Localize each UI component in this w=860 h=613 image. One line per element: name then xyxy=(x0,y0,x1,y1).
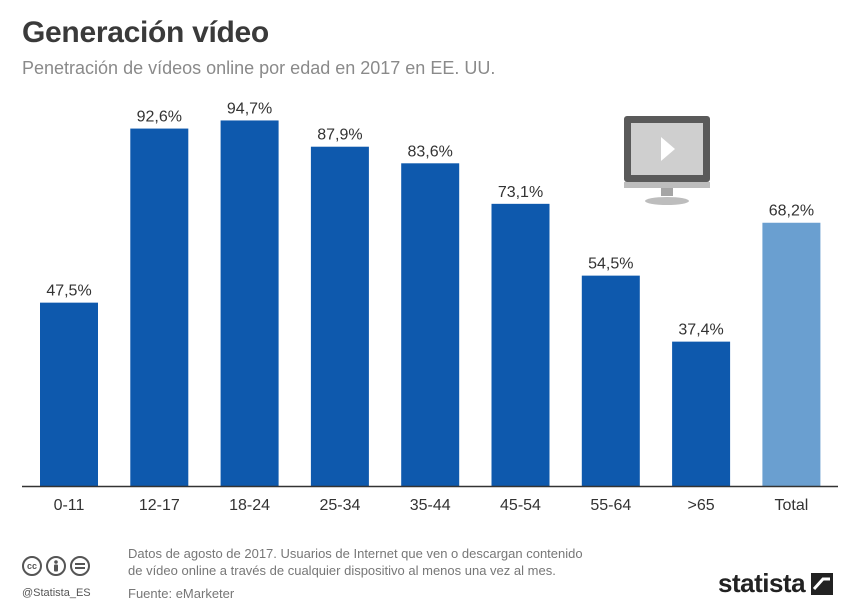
bar-35-44 xyxy=(401,163,460,486)
footnote-line-1: Datos de agosto de 2017. Usuarios de Int… xyxy=(128,546,583,561)
value-label-45-54: 73,1% xyxy=(498,184,543,201)
category-label-12-17: 12-17 xyxy=(139,497,180,514)
category-labels-group: 0-11 12-17 18-24 25-34 35-44 45-54 55-64 >65 Tot… xyxy=(54,497,809,514)
footnote: Datos de agosto de 2017. Usuarios de Int… xyxy=(128,545,668,579)
value-label-0-11: 47,5% xyxy=(46,283,91,300)
chart-subtitle: Penetración de vídeos online por edad en… xyxy=(22,58,496,78)
license-icons[interactable]: cc xyxy=(22,556,90,576)
bar-0-11 xyxy=(40,302,98,486)
value-label-25-34: 87,9% xyxy=(317,127,362,144)
category-label-35-44: 35-44 xyxy=(410,497,451,514)
chart-title: Generación vídeo xyxy=(22,16,269,49)
brand-name: statista xyxy=(718,568,806,598)
bar-18-24 xyxy=(220,120,279,486)
bar-total xyxy=(762,222,821,487)
value-label-35-44: 83,6% xyxy=(408,143,453,160)
value-label-total: 68,2% xyxy=(769,203,814,220)
value-label-65: 37,4% xyxy=(678,322,723,339)
nd-icon xyxy=(70,556,90,576)
footnote-line-2: de vídeo online a través de cualquier di… xyxy=(128,563,556,578)
cc-icon: cc xyxy=(22,556,42,576)
bar-25-34 xyxy=(310,146,369,486)
statista-logo-icon xyxy=(811,572,834,595)
bar-45-54 xyxy=(491,203,550,487)
by-icon xyxy=(46,556,66,576)
bars-group xyxy=(40,120,821,487)
category-label-0-11: 0-11 xyxy=(54,497,85,514)
bar-65 xyxy=(672,341,731,486)
value-labels-group: 47,5% 92,6% 94,7% 87,9% 83,6% 73,1% 54,5% 37,4%… xyxy=(46,100,814,338)
category-label-25-34: 25-34 xyxy=(319,497,360,514)
category-label-55-64: 55-64 xyxy=(590,497,631,514)
bar-12-17 xyxy=(130,128,189,486)
social-handle[interactable]: @Statista_ES xyxy=(22,587,91,599)
bar-chart: 47,5% 92,6% 94,7% 87,9% 83,6% 73,1% 54,5% 37,4%… xyxy=(22,100,838,514)
source-text: Fuente: eMarketer xyxy=(128,586,235,601)
value-label-55-64: 54,5% xyxy=(588,256,633,273)
video-monitor-icon xyxy=(624,116,710,205)
category-label-18-24: 18-24 xyxy=(229,497,270,514)
value-label-18-24: 94,7% xyxy=(227,100,272,117)
statista-brand[interactable]: statista xyxy=(718,568,834,599)
value-label-12-17: 92,6% xyxy=(137,109,182,126)
category-label-total: Total xyxy=(775,497,809,514)
category-label-45-54: 45-54 xyxy=(500,497,541,514)
bar-55-64 xyxy=(581,275,640,486)
category-label-65: >65 xyxy=(688,497,715,514)
